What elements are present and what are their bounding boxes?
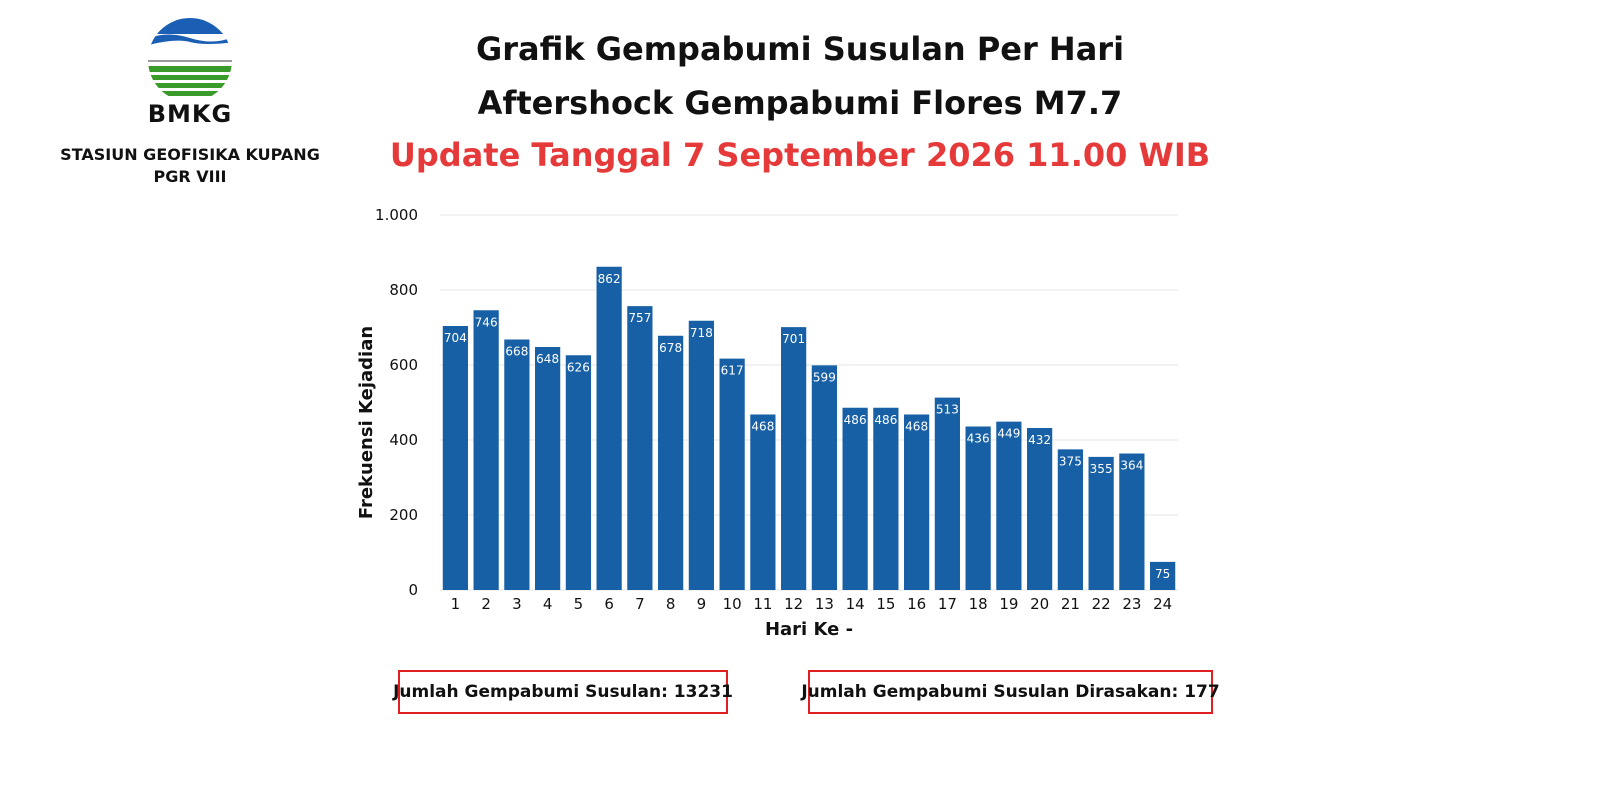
bar-day-3 — [504, 339, 530, 590]
x-tick-label: 10 — [723, 595, 742, 613]
x-tick-label: 13 — [815, 595, 834, 613]
station-line-2: PGR VIII — [153, 167, 227, 186]
y-tick-label: 800 — [389, 281, 418, 299]
x-tick-label: 9 — [697, 595, 707, 613]
y-tick-label: 1.000 — [375, 206, 418, 224]
bar-day-14 — [842, 407, 868, 590]
x-tick-label: 16 — [907, 595, 926, 613]
bar-day-5 — [565, 355, 591, 590]
bar-value-label: 486 — [874, 413, 897, 427]
x-tick-label: 18 — [969, 595, 988, 613]
bmkg-logo-icon — [148, 18, 232, 96]
bar-value-label: 468 — [905, 420, 928, 434]
bar-day-8 — [658, 335, 684, 590]
bar-value-label: 626 — [567, 360, 590, 374]
y-tick-label: 200 — [389, 506, 418, 524]
x-tick-label: 3 — [512, 595, 522, 613]
bar-value-label: 617 — [721, 364, 744, 378]
update-timestamp: Update Tanggal 7 September 2026 11.00 WI… — [389, 136, 1211, 174]
x-tick-label: 20 — [1030, 595, 1049, 613]
x-tick-label: 12 — [784, 595, 803, 613]
bar-value-label: 75 — [1155, 567, 1170, 581]
bar-day-2 — [473, 310, 499, 590]
x-tick-label: 15 — [876, 595, 895, 613]
bar-value-label: 449 — [997, 427, 1020, 441]
bar-value-label: 718 — [690, 326, 713, 340]
bar-day-20 — [1027, 428, 1053, 590]
bar-day-22 — [1088, 456, 1114, 590]
bar-day-21 — [1057, 449, 1083, 590]
bar-day-12 — [781, 327, 807, 590]
bmkg-logo-block: BMKG STASIUN GEOFISIKA KUPANG PGR VIII — [40, 18, 340, 186]
bar-day-4 — [535, 347, 561, 590]
bar-value-label: 436 — [967, 432, 990, 446]
bar-value-label: 746 — [475, 315, 498, 329]
x-tick-label: 1 — [451, 595, 461, 613]
x-tick-label: 19 — [999, 595, 1018, 613]
y-axis-label: Frekuensi Kejadian — [356, 326, 377, 519]
x-axis-ticks: 1 2 3 4 5 6 7 8 9 10 11 12 13 14 15 16 17 18 19 20 21 22 23 24 — [451, 595, 1173, 613]
x-tick-label: 6 — [604, 595, 614, 613]
bar-value-label: 364 — [1120, 459, 1143, 473]
x-tick-label: 2 — [481, 595, 491, 613]
bar-value-label: 704 — [444, 331, 467, 345]
x-tick-label: 21 — [1061, 595, 1080, 613]
bar-value-label: 375 — [1059, 454, 1082, 468]
x-tick-label: 23 — [1122, 595, 1141, 613]
bar-value-label: 486 — [844, 413, 867, 427]
bar-value-label: 862 — [598, 272, 621, 286]
bar-day-18 — [965, 426, 991, 590]
x-tick-label: 14 — [846, 595, 865, 613]
y-tick-label: 400 — [389, 431, 418, 449]
x-tick-label: 5 — [574, 595, 584, 613]
bar-day-7 — [627, 306, 653, 590]
total-aftershock-box: Jumlah Gempabumi Susulan: 13231 — [393, 670, 733, 714]
bar-value-label: 468 — [751, 420, 774, 434]
chart-subtitle: Aftershock Gempabumi Flores M7.7 — [477, 84, 1123, 122]
bar-day-17 — [934, 397, 960, 590]
bar-day-24 — [1150, 561, 1176, 590]
x-tick-label: 22 — [1092, 595, 1111, 613]
x-axis-label: Hari Ke - — [765, 619, 853, 640]
chart-title: Grafik Gempabumi Susulan Per Hari — [475, 30, 1125, 68]
bar-day-16 — [904, 414, 930, 590]
bar-day-6 — [596, 266, 622, 590]
bar-day-15 — [873, 407, 899, 590]
bars: 704 746 668 648 626 862 757 678 718 617 468 701 599 4… — [442, 266, 1176, 590]
bar-day-9 — [688, 320, 714, 590]
x-tick-label: 17 — [938, 595, 957, 613]
bar-day-1 — [442, 326, 468, 590]
x-tick-label: 24 — [1153, 595, 1172, 613]
bar-value-label: 757 — [628, 311, 651, 325]
y-tick-label: 600 — [389, 356, 418, 374]
bar-value-label: 355 — [1090, 462, 1113, 476]
x-tick-label: 8 — [666, 595, 676, 613]
bar-value-label: 599 — [813, 370, 836, 384]
bar-day-19 — [996, 421, 1022, 590]
bar-value-label: 513 — [936, 403, 959, 417]
grid-lines — [440, 214, 1178, 591]
bar-day-13 — [811, 365, 837, 590]
bar-day-23 — [1119, 453, 1145, 590]
x-tick-label: 7 — [635, 595, 645, 613]
x-tick-label: 11 — [753, 595, 772, 613]
bar-value-label: 648 — [536, 352, 559, 366]
station-name: STASIUN GEOFISIKA KUPANG PGR VIII — [40, 144, 340, 188]
bar-value-label: 432 — [1028, 433, 1051, 447]
bar-value-label: 668 — [505, 345, 528, 359]
logo-text: BMKG — [147, 100, 233, 128]
bar-day-10 — [719, 358, 745, 590]
y-tick-label: 0 — [408, 581, 418, 599]
bar-value-label: 678 — [659, 341, 682, 355]
felt-aftershock-box: Jumlah Gempabumi Susulan Dirasakan: 177 — [801, 670, 1220, 714]
station-line-1: STASIUN GEOFISIKA KUPANG — [60, 145, 320, 164]
y-axis-ticks: 0 200 400 600 800 1.000 — [375, 206, 418, 599]
bar-value-label: 701 — [782, 332, 805, 346]
bar-day-11 — [750, 414, 776, 590]
x-tick-label: 4 — [543, 595, 553, 613]
